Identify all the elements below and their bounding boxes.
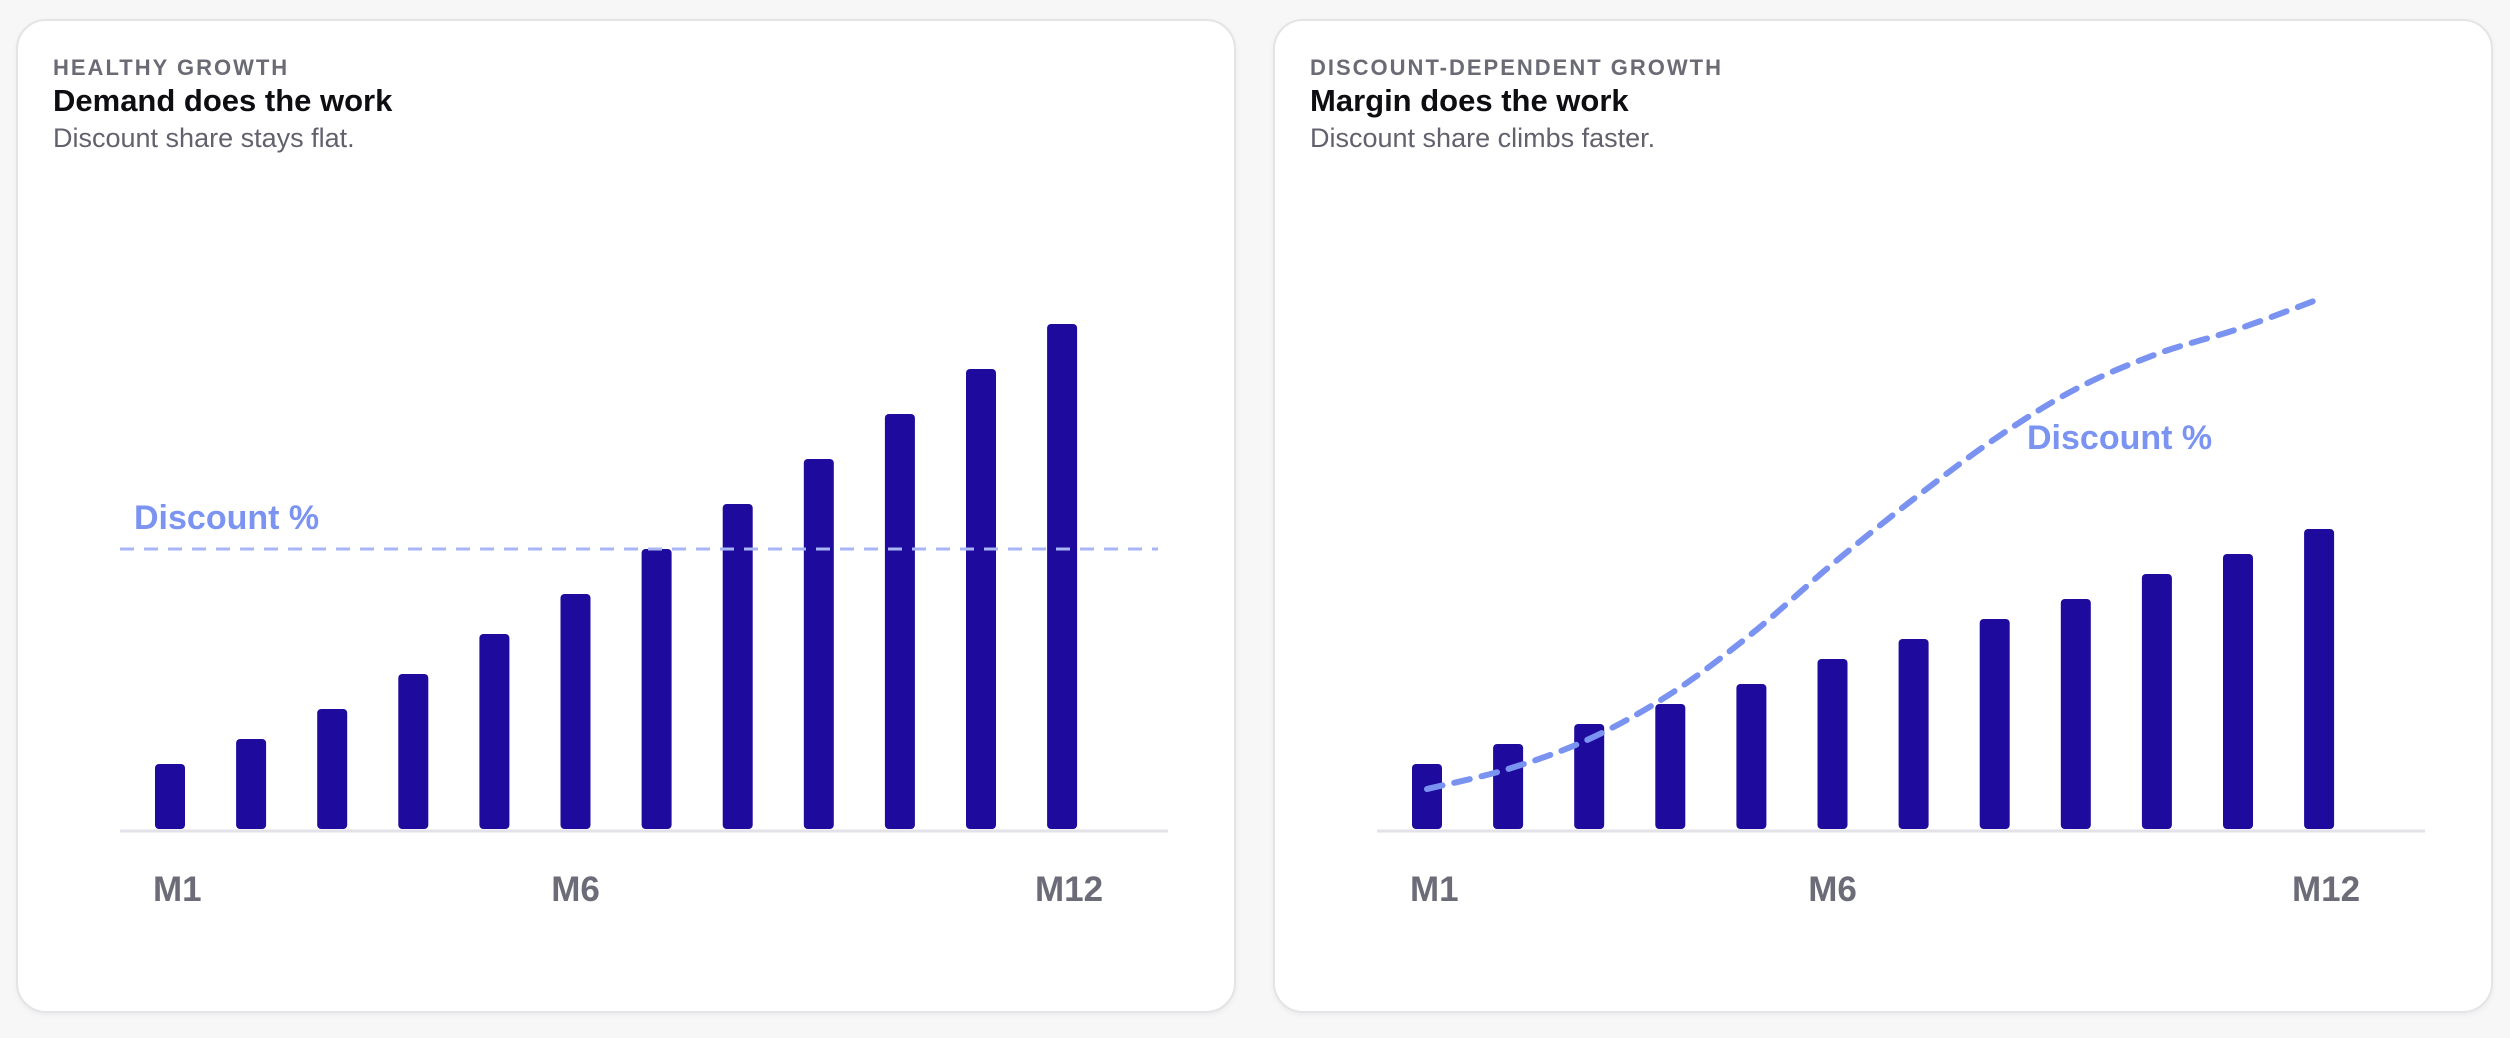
bar-m11	[2223, 554, 2253, 829]
x-tick-label: M1	[153, 870, 202, 909]
card-title: Margin does the work	[1310, 83, 1629, 118]
x-tick-label: M6	[1808, 870, 1857, 909]
bar-m8	[1979, 619, 2010, 829]
bar-m10	[884, 414, 915, 829]
bar-m10	[2141, 574, 2172, 829]
bar-m6	[1817, 659, 1848, 829]
bar-m5	[479, 634, 510, 829]
healthy-growth-card: HEALTHY GROWTH Demand does the work Disc…	[16, 19, 1236, 1013]
bar-m9	[2060, 599, 2091, 829]
bar-m12	[2304, 529, 2335, 829]
bar-m6	[560, 594, 591, 829]
discount-curve	[1424, 296, 2323, 792]
discount-dependent-chart: Discount % M1 M6 M12	[1377, 296, 2425, 909]
discount-line-label: Discount %	[134, 499, 319, 537]
bar-m12	[1047, 324, 1078, 829]
bar-m8	[722, 504, 753, 829]
card-eyebrow: HEALTHY GROWTH	[53, 55, 290, 80]
bar-m4	[1655, 704, 1686, 829]
bar-m1	[155, 764, 185, 829]
bar-m7	[641, 549, 672, 829]
x-tick-label: M1	[1410, 870, 1459, 909]
bar-m3	[1574, 724, 1605, 829]
x-tick-label: M12	[1035, 870, 1103, 909]
bar-m2	[1493, 744, 1524, 829]
discount-line-label: Discount %	[2027, 419, 2212, 457]
bar-m9	[803, 459, 834, 829]
healthy-growth-chart: Discount % M1 M6 M12	[120, 324, 1168, 909]
bar-m3	[317, 709, 348, 829]
bar-m2	[236, 739, 267, 829]
bar-m11	[966, 369, 996, 829]
bar-m5	[1736, 684, 1767, 829]
bar-m1	[1412, 764, 1442, 829]
bar-m4	[398, 674, 429, 829]
x-tick-label: M12	[2292, 870, 2360, 909]
discount-dependent-card: DISCOUNT-DEPENDENT GROWTH Margin does th…	[1273, 19, 2493, 1013]
card-subtitle: Discount share climbs faster.	[1310, 123, 1656, 153]
bar-m7	[1898, 639, 1929, 829]
card-title: Demand does the work	[53, 83, 393, 118]
x-tick-label: M6	[551, 870, 600, 909]
card-eyebrow: DISCOUNT-DEPENDENT GROWTH	[1310, 55, 1723, 80]
card-subtitle: Discount share stays flat.	[53, 123, 355, 153]
